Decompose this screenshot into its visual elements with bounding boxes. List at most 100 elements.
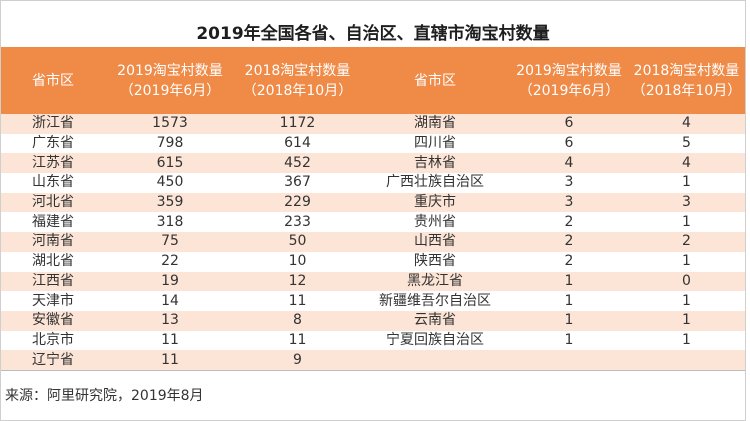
province-cell: 河北省 (1, 192, 105, 213)
count-2018-cell: 10 (235, 251, 360, 272)
table-row: 安徽省 13 8 云南省 1 1 (1, 310, 745, 331)
count-2018-cell: 229 (235, 192, 360, 213)
province-cell: 天津市 (1, 291, 105, 311)
table-row: 天津市 14 11 新疆维吾尔自治区 1 1 (1, 291, 745, 311)
count-2018-cell: 1 (628, 310, 745, 331)
province-cell: 安徽省 (1, 310, 105, 331)
count-2018-cell: 4 (628, 153, 745, 174)
count-2018-cell: 5 (628, 133, 745, 154)
empty-cell (360, 350, 510, 371)
province-cell: 福建省 (1, 212, 105, 233)
count-2018-cell: 50 (235, 232, 360, 252)
count-2018-cell: 1 (628, 251, 745, 272)
count-2018-cell: 2 (628, 232, 745, 252)
province-cell: 四川省 (360, 133, 510, 154)
count-2019-cell: 450 (105, 173, 235, 193)
province-cell: 重庆市 (360, 192, 510, 213)
count-2019-cell: 3 (510, 173, 628, 193)
count-2019-cell: 19 (105, 271, 235, 292)
column-header-label: 省市区 (414, 72, 456, 89)
table-row: 湖北省 22 10 陕西省 2 1 (1, 251, 745, 272)
column-header: 2019淘宝村数量 （2019年6月） (510, 47, 628, 114)
count-2019-cell: 11 (105, 350, 235, 371)
province-cell: 宁夏回族自治区 (360, 330, 510, 351)
province-cell: 湖南省 (360, 114, 510, 134)
count-2019-cell: 615 (105, 153, 235, 174)
column-header: 2018淘宝村数量 （2018年10月） (235, 47, 360, 114)
table-row: 北京市 11 11 宁夏回族自治区 1 1 (1, 330, 745, 351)
count-2019-cell: 2 (510, 212, 628, 233)
count-2018-cell: 1 (628, 330, 745, 351)
province-cell: 黑龙江省 (360, 271, 510, 292)
count-2019-cell: 1 (510, 291, 628, 311)
column-header: 省市区 (360, 47, 510, 114)
count-2018-cell: 233 (235, 212, 360, 233)
province-cell: 贵州省 (360, 212, 510, 233)
table-row: 福建省 318 233 贵州省 2 1 (1, 212, 745, 233)
count-2019-cell: 11 (105, 330, 235, 351)
count-2018-cell: 1172 (235, 114, 360, 134)
province-cell: 北京市 (1, 330, 105, 351)
column-header: 省市区 (1, 47, 105, 114)
province-cell: 云南省 (360, 310, 510, 331)
table-row: 江西省 19 12 黑龙江省 1 0 (1, 271, 745, 292)
count-2019-cell: 1 (510, 271, 628, 292)
column-header-period: （2018年10月） (631, 82, 742, 99)
count-2018-cell: 12 (235, 271, 360, 292)
count-2018-cell: 1 (628, 291, 745, 311)
count-2018-cell: 452 (235, 153, 360, 174)
table-row: 辽宁省 11 9 (1, 350, 745, 371)
province-cell: 山西省 (360, 232, 510, 252)
province-cell: 吉林省 (360, 153, 510, 174)
empty-cell (510, 350, 628, 371)
column-header-period: （2019年6月） (518, 82, 620, 99)
count-2018-cell: 11 (235, 330, 360, 351)
province-cell: 浙江省 (1, 114, 105, 134)
count-2019-cell: 798 (105, 133, 235, 154)
table-row: 广东省 798 614 四川省 6 5 (1, 133, 745, 154)
table-row: 山东省 450 367 广西壮族自治区 3 1 (1, 173, 745, 193)
column-header-label: 2019淘宝村数量 (117, 62, 223, 79)
province-cell: 山东省 (1, 173, 105, 193)
count-2018-cell: 4 (628, 114, 745, 134)
column-header-label: 2018淘宝村数量 (244, 62, 351, 79)
count-2018-cell: 1 (628, 212, 745, 233)
empty-cell (628, 350, 745, 371)
province-cell: 江苏省 (1, 153, 105, 174)
count-2019-cell: 4 (510, 153, 628, 174)
column-header-label: 省市区 (32, 72, 74, 89)
count-2019-cell: 6 (510, 133, 628, 154)
table-body: 浙江省 1573 1172 湖南省 6 4 广东省 798 614 四川省 6 5 江苏省 615 452 吉… (1, 114, 745, 371)
taobao-village-table: 省市区 2019淘宝村数量 （2019年6月） 2018淘宝村数量 （2018年10月）… (1, 47, 745, 371)
province-cell: 辽宁省 (1, 350, 105, 371)
column-header: 2019淘宝村数量 （2019年6月） (105, 47, 235, 114)
count-2018-cell: 367 (235, 173, 360, 193)
count-2019-cell: 22 (105, 251, 235, 272)
count-2019-cell: 13 (105, 310, 235, 331)
count-2019-cell: 359 (105, 192, 235, 213)
column-header-label: 2019淘宝村数量 (516, 62, 622, 79)
count-2019-cell: 2 (510, 251, 628, 272)
count-2019-cell: 1 (510, 330, 628, 351)
count-2019-cell: 3 (510, 192, 628, 213)
table-row: 河南省 75 50 山西省 2 2 (1, 232, 745, 252)
count-2019-cell: 2 (510, 232, 628, 252)
province-cell: 江西省 (1, 271, 105, 292)
column-header-label: 2018淘宝村数量 (633, 62, 740, 79)
count-2019-cell: 1573 (105, 114, 235, 134)
province-cell: 湖北省 (1, 251, 105, 272)
count-2019-cell: 75 (105, 232, 235, 252)
count-2018-cell: 614 (235, 133, 360, 154)
count-2018-cell: 8 (235, 310, 360, 331)
count-2018-cell: 0 (628, 271, 745, 292)
table-row: 浙江省 1573 1172 湖南省 6 4 (1, 114, 745, 134)
table-row: 河北省 359 229 重庆市 3 3 (1, 192, 745, 213)
count-2018-cell: 11 (235, 291, 360, 311)
province-cell: 广西壮族自治区 (360, 173, 510, 193)
count-2018-cell: 9 (235, 350, 360, 371)
column-header-period: （2018年10月） (242, 82, 353, 99)
table-row: 江苏省 615 452 吉林省 4 4 (1, 153, 745, 174)
province-cell: 新疆维吾尔自治区 (360, 291, 510, 311)
count-2019-cell: 14 (105, 291, 235, 311)
